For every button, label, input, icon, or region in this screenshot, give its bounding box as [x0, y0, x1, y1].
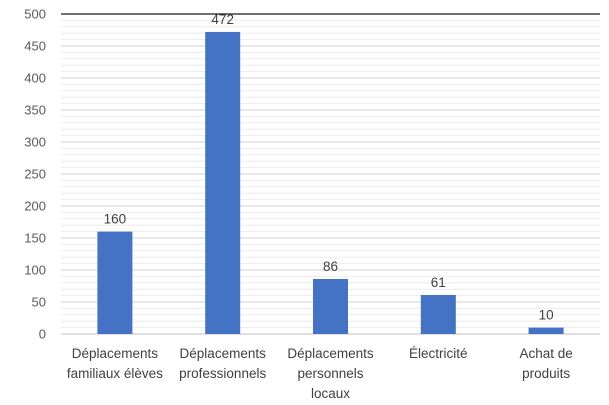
x-tick-label: Déplacements	[287, 346, 374, 361]
y-tick-label: 0	[39, 327, 46, 342]
y-tick-label: 50	[32, 295, 46, 310]
bar	[528, 327, 564, 334]
bar	[97, 231, 133, 334]
x-tick-label: familiaux élèves	[67, 366, 163, 381]
y-tick-label: 100	[24, 263, 46, 278]
y-tick-label: 300	[24, 135, 46, 150]
gridlines	[61, 13, 600, 335]
data-label: 61	[431, 275, 446, 290]
x-tick-label: Déplacements	[180, 346, 267, 361]
x-tick-label: produits	[522, 366, 570, 381]
x-tick-label: Électricité	[409, 346, 468, 361]
y-tick-label: 250	[24, 167, 46, 182]
data-label: 160	[104, 212, 127, 227]
y-axis: 0 50 100 150 200 250 300 350 400 450 500	[24, 7, 46, 342]
x-tick-label: personnels	[297, 366, 363, 381]
data-labels: 160 472 86 61 10	[104, 12, 554, 323]
x-tick-label: professionnels	[179, 366, 266, 381]
y-tick-label: 350	[24, 103, 46, 118]
data-label: 10	[539, 308, 554, 323]
bars	[97, 31, 564, 334]
y-tick-label: 150	[24, 231, 46, 246]
bar	[205, 31, 241, 334]
data-label: 472	[211, 12, 234, 27]
y-tick-label: 200	[24, 199, 46, 214]
y-tick-label: 400	[24, 71, 46, 86]
y-tick-label: 450	[24, 39, 46, 54]
x-axis: Déplacements familiaux élèves Déplacements…	[67, 346, 573, 401]
bar	[420, 294, 456, 334]
bar	[313, 278, 348, 334]
data-label: 86	[323, 259, 338, 274]
x-tick-label: Achat de	[519, 346, 572, 361]
y-tick-label: 500	[24, 7, 46, 22]
x-tick-label: locaux	[311, 386, 350, 401]
x-tick-label: Déplacements	[72, 346, 159, 361]
